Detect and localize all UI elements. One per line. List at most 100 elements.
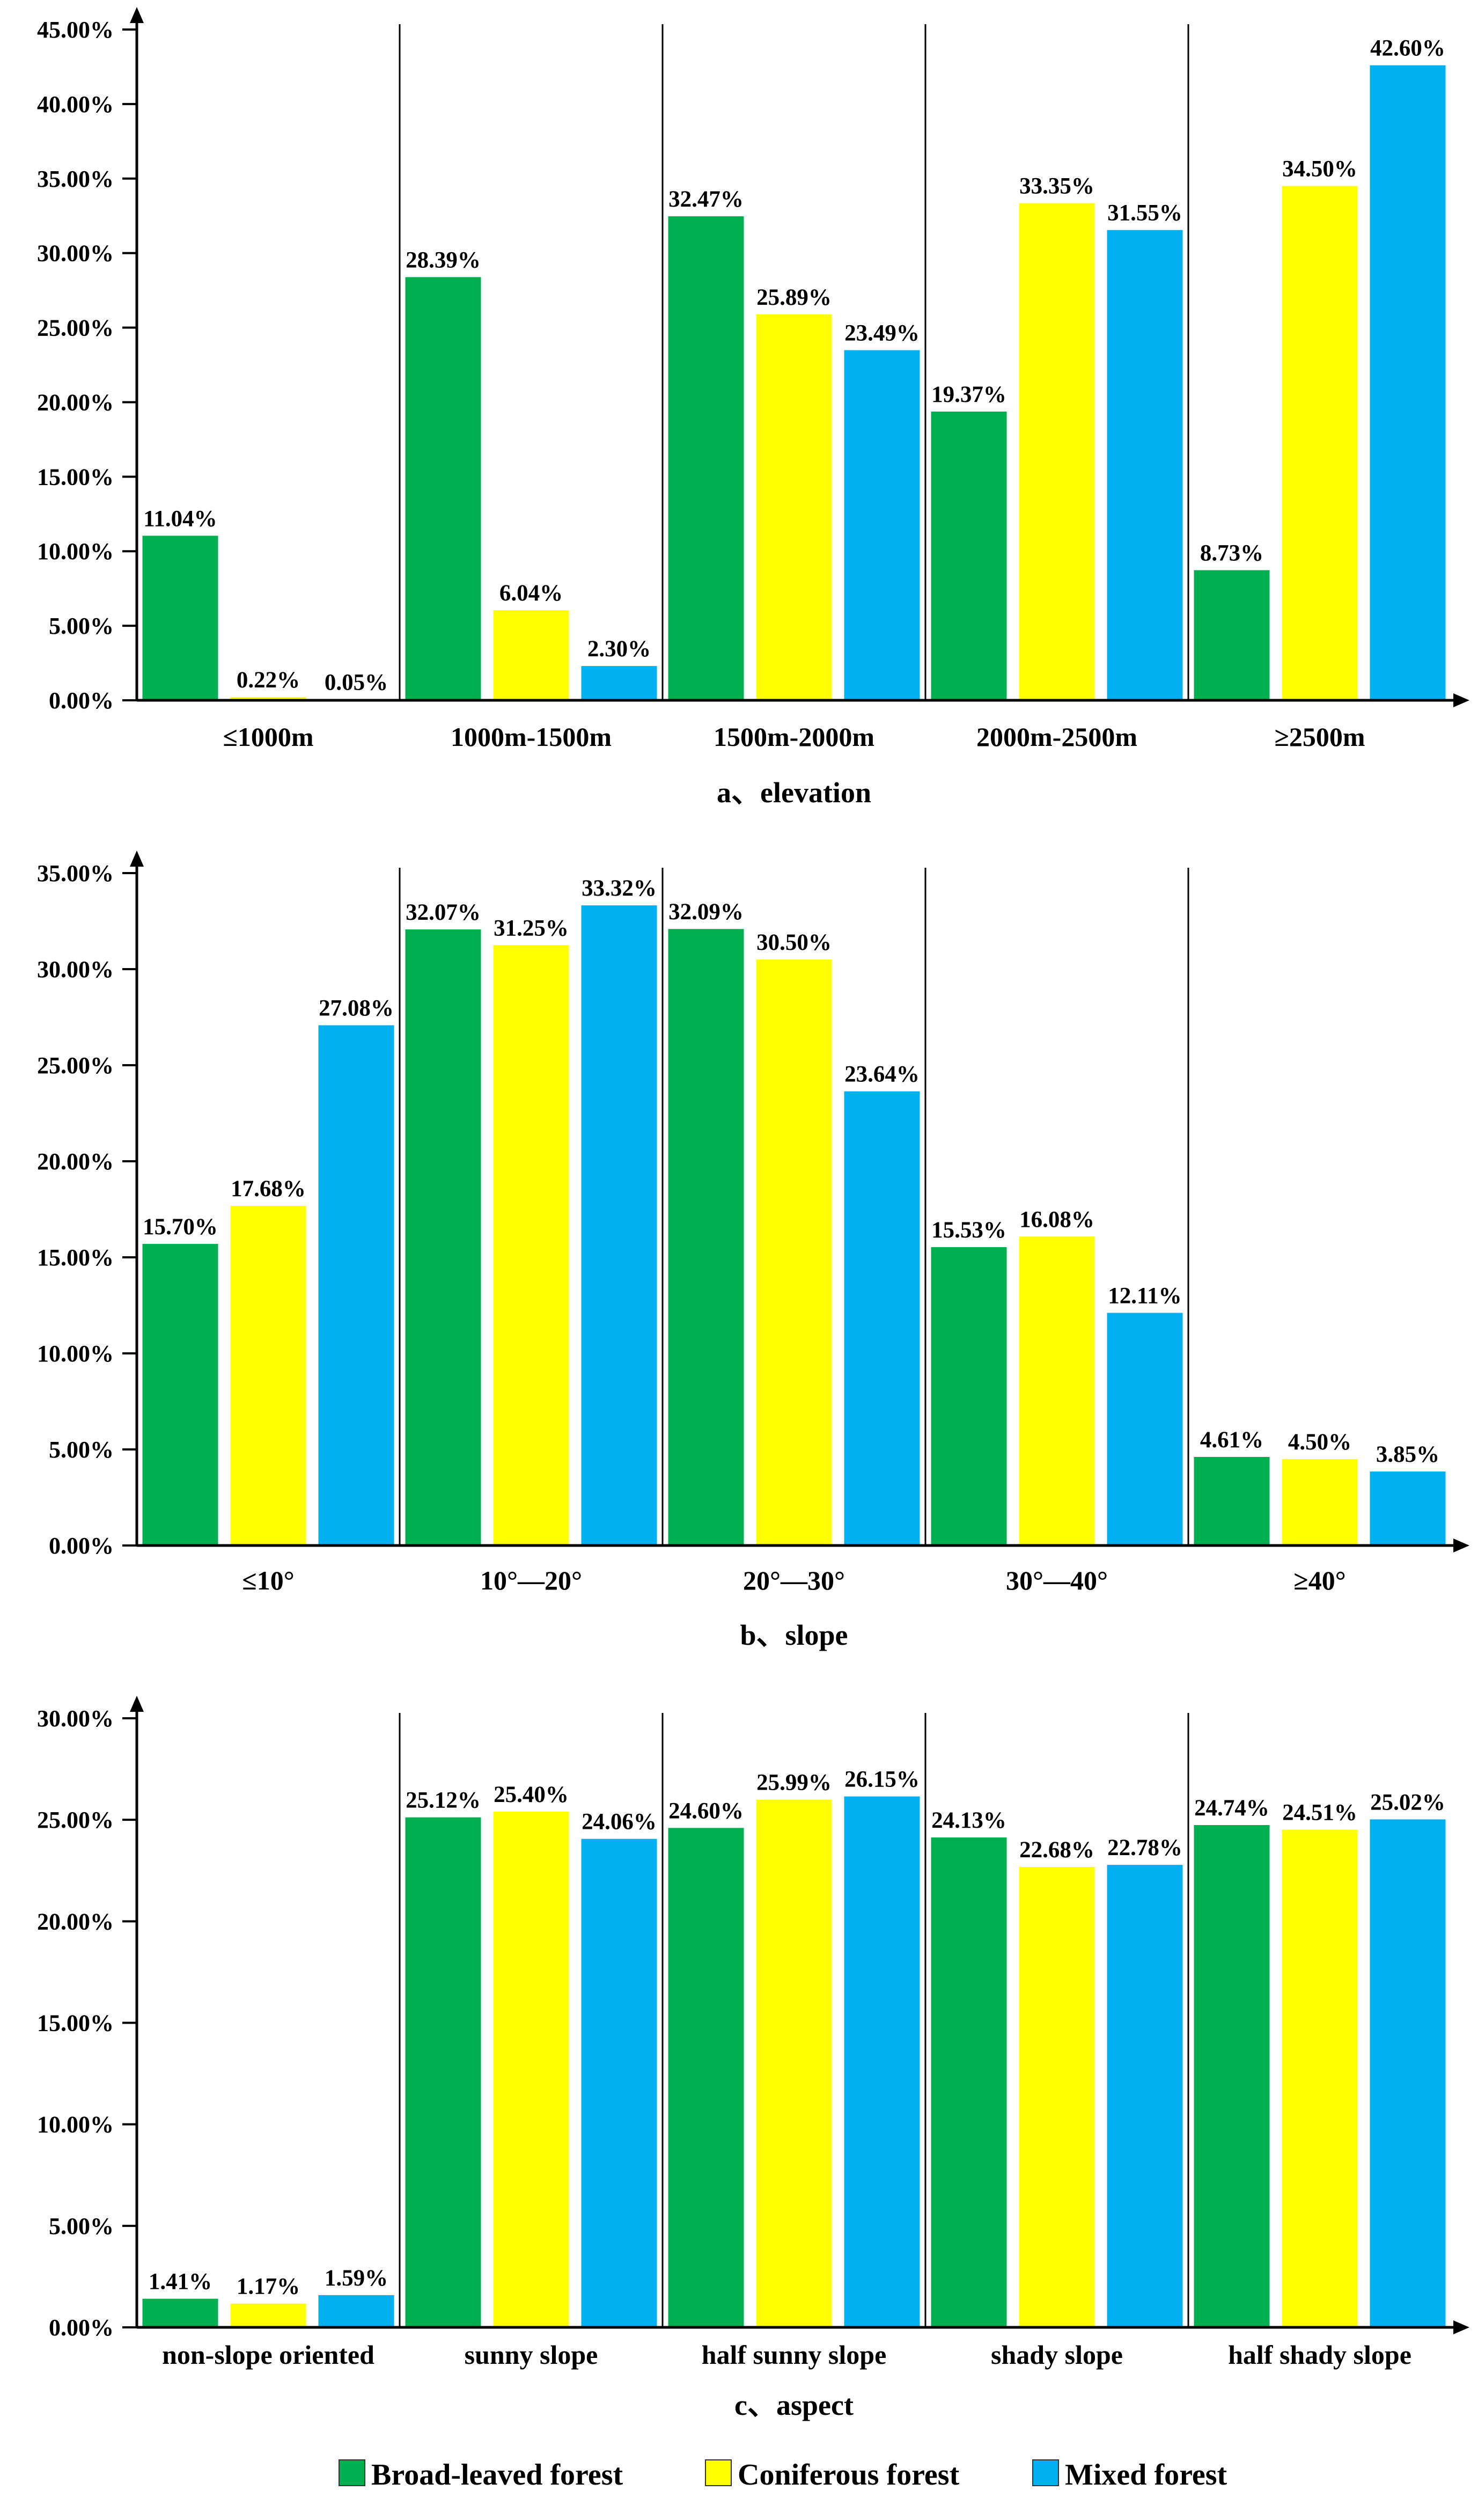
- data-label: 31.55%: [1107, 201, 1182, 226]
- chart-panel-1: 0.00% 5.00% 10.00% 15.00% 20.00% 25.00% 30.00%…: [37, 7, 1469, 809]
- data-label: 26.15%: [844, 1767, 920, 1792]
- legend-swatch: [705, 2459, 732, 2486]
- y-axis-arrow: [130, 851, 144, 867]
- data-label: 33.35%: [1019, 174, 1094, 199]
- data-label: 6.04%: [499, 581, 563, 606]
- legend: Broad-leaved forest Coniferous forest Mixe…: [339, 2458, 1227, 2492]
- x-axis-arrow: [1453, 2320, 1469, 2334]
- bar-mixed: [318, 1025, 394, 1545]
- bar-coniferous: [1019, 1866, 1095, 2327]
- data-label: 34.50%: [1282, 157, 1357, 182]
- legend-swatch: [1032, 2459, 1059, 2486]
- data-label: 4.61%: [1200, 1427, 1263, 1453]
- x-category-label: ≤1000m: [223, 722, 313, 752]
- data-label: 32.47%: [668, 187, 744, 212]
- chart-panel-3: 0.00% 5.00% 10.00% 15.00% 20.00% 25.00% 30.00%…: [37, 1696, 1469, 2421]
- bar-broad-leaved: [1194, 570, 1270, 700]
- y-tick-label: 30.00%: [37, 240, 114, 267]
- bar-coniferous: [756, 1799, 832, 2327]
- data-label: 0.22%: [237, 668, 300, 693]
- y-tick-label: 40.00%: [37, 91, 114, 118]
- y-tick-label: 0.00%: [49, 2314, 114, 2341]
- data-label: 25.89%: [756, 285, 832, 310]
- chart-panels: 0.00% 5.00% 10.00% 15.00% 20.00% 25.00% 30.00%…: [37, 7, 1469, 2421]
- bar-broad-leaved: [931, 1247, 1007, 1545]
- y-tick-label: 35.00%: [37, 860, 114, 887]
- legend-label: Mixed forest: [1065, 2458, 1227, 2492]
- data-label: 17.68%: [231, 1176, 306, 1202]
- bar-mixed: [1107, 1865, 1183, 2327]
- y-tick-label: 20.00%: [37, 1148, 114, 1175]
- data-label: 19.37%: [931, 382, 1006, 407]
- bar-mixed: [318, 2295, 394, 2327]
- data-label: 24.06%: [582, 1810, 657, 1835]
- legend-label: Broad-leaved forest: [371, 2458, 623, 2492]
- data-label: 4.50%: [1288, 1430, 1351, 1455]
- data-label: 3.85%: [1376, 1442, 1439, 1467]
- y-tick-label: 45.00%: [37, 17, 114, 43]
- data-label: 8.73%: [1200, 541, 1263, 566]
- bar-coniferous: [230, 2303, 306, 2327]
- bar-broad-leaved: [1194, 1825, 1270, 2327]
- bar-mixed: [844, 1796, 920, 2327]
- bar-mixed: [581, 905, 657, 1545]
- y-tick-label: 15.00%: [37, 2010, 114, 2036]
- data-label: 0.05%: [325, 670, 388, 695]
- y-tick-label: 25.00%: [37, 1807, 114, 1833]
- bar-mixed: [581, 666, 657, 700]
- chart-title: c、aspect: [734, 2389, 854, 2421]
- x-category-label: shady slope: [991, 2340, 1123, 2370]
- data-label: 24.60%: [668, 1798, 744, 1823]
- bar-broad-leaved: [405, 929, 481, 1545]
- y-tick-label: 10.00%: [37, 2112, 114, 2138]
- bar-coniferous: [1282, 1829, 1358, 2327]
- bar-broad-leaved: [668, 929, 744, 1545]
- x-axis-arrow: [1453, 1539, 1469, 1552]
- bar-mixed: [1370, 1819, 1446, 2327]
- data-label: 24.51%: [1282, 1800, 1357, 1826]
- chart-title: b、slope: [740, 1619, 848, 1651]
- data-label: 28.39%: [406, 247, 481, 273]
- data-label: 11.04%: [143, 506, 217, 531]
- data-label: 16.08%: [1019, 1207, 1094, 1232]
- bar-coniferous: [1019, 1236, 1095, 1545]
- x-category-label: 1000m-1500m: [451, 722, 612, 752]
- data-label: 15.53%: [931, 1218, 1006, 1243]
- y-tick-label: 10.00%: [37, 538, 114, 565]
- y-tick-label: 0.00%: [49, 1533, 114, 1559]
- x-category-label: ≤10°: [242, 1565, 294, 1595]
- data-label: 1.17%: [237, 2274, 300, 2299]
- bar-broad-leaved: [668, 1828, 744, 2327]
- bar-coniferous: [1019, 203, 1095, 701]
- data-label: 31.25%: [494, 915, 569, 941]
- y-tick-label: 15.00%: [37, 1244, 114, 1271]
- data-label: 12.11%: [1108, 1283, 1181, 1308]
- x-category-label: 20°—30°: [743, 1565, 845, 1595]
- x-category-label: ≥2500m: [1274, 722, 1365, 752]
- y-axis-arrow: [130, 1696, 144, 1712]
- y-tick-label: 5.00%: [49, 2213, 114, 2239]
- bar-broad-leaved: [405, 1817, 481, 2327]
- data-label: 24.13%: [931, 1808, 1006, 1833]
- y-tick-label: 25.00%: [37, 1052, 114, 1079]
- data-label: 23.49%: [844, 321, 920, 346]
- bar-mixed: [1107, 1313, 1183, 1545]
- bar-coniferous: [230, 1206, 306, 1545]
- bar-coniferous: [493, 610, 569, 700]
- data-label: 27.08%: [319, 996, 394, 1021]
- bar-coniferous: [230, 697, 306, 700]
- y-axis-arrow: [130, 7, 144, 23]
- y-tick-label: 20.00%: [37, 1908, 114, 1935]
- data-label: 42.60%: [1370, 36, 1445, 61]
- bar-mixed: [844, 1091, 920, 1545]
- x-category-label: 2000m-2500m: [976, 722, 1137, 752]
- y-tick-label: 25.00%: [37, 315, 114, 341]
- chart-panel-2: 0.00% 5.00% 10.00% 15.00% 20.00% 25.00% 30.00%…: [37, 851, 1469, 1651]
- y-tick-label: 30.00%: [37, 1705, 114, 1732]
- bar-coniferous: [756, 314, 832, 700]
- data-label: 25.99%: [756, 1770, 832, 1796]
- x-category-label: sunny slope: [465, 2340, 598, 2370]
- data-label: 32.07%: [406, 900, 481, 925]
- data-label: 22.78%: [1107, 1835, 1182, 1860]
